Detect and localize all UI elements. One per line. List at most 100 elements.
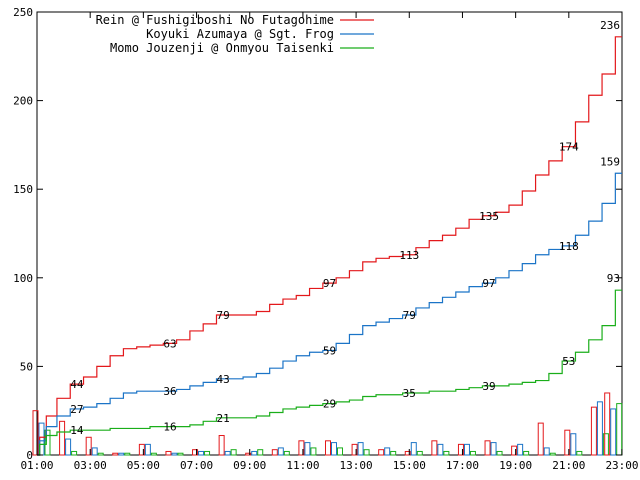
data-label: 97 <box>482 277 495 290</box>
histogram-bar <box>198 450 205 456</box>
data-label: 14 <box>70 424 84 437</box>
histogram-bar <box>437 443 444 456</box>
histogram-bar <box>517 443 524 456</box>
histogram-bar <box>523 450 530 456</box>
histogram-bar <box>251 450 258 456</box>
histogram-bar <box>257 449 264 456</box>
data-label: 27 <box>70 403 83 416</box>
data-label: 21 <box>217 412 230 425</box>
y-tick-label: 100 <box>13 272 33 285</box>
x-tick-label: 01:00 <box>20 459 53 472</box>
histogram-bar <box>325 440 331 456</box>
data-label: 39 <box>482 380 495 393</box>
x-tick-label: 21:00 <box>552 459 585 472</box>
histogram-bar <box>610 408 617 456</box>
data-label: 79 <box>403 309 416 322</box>
histogram-bar <box>576 450 583 456</box>
histogram-bar <box>71 450 78 456</box>
histogram-bar <box>484 440 491 456</box>
histogram-bar <box>204 450 211 456</box>
legend-label: Koyuki Azumaya @ Sgt. Frog <box>146 27 334 41</box>
histogram-bar <box>271 449 278 456</box>
histogram-bar <box>150 452 157 456</box>
histogram-bar <box>390 450 397 456</box>
data-label: 59 <box>323 344 336 357</box>
histogram-bar <box>596 401 603 456</box>
data-label: 174 <box>559 141 579 154</box>
histogram-bar <box>431 440 438 456</box>
histogram-bar <box>469 450 476 456</box>
line-layer <box>37 36 622 456</box>
data-label: 135 <box>479 210 499 223</box>
histogram-bar <box>59 420 66 456</box>
histogram-bar <box>537 422 544 456</box>
x-tick-label: 07:00 <box>180 459 213 472</box>
histogram-bar <box>192 449 199 456</box>
histogram-bar <box>564 429 571 456</box>
data-label: 63 <box>163 337 176 350</box>
plot-area <box>36 11 623 456</box>
histogram-bar <box>404 450 411 456</box>
x-tick-label: 17:00 <box>446 459 479 472</box>
histogram-bar <box>337 447 343 456</box>
histogram-bar <box>85 436 92 456</box>
histogram-bar <box>410 442 417 456</box>
y-tick-label: 0 <box>26 449 33 462</box>
data-label: 236 <box>600 19 620 32</box>
y-tick-label: 250 <box>13 6 33 19</box>
histogram-bar <box>384 447 391 456</box>
data-label: 53 <box>562 355 575 368</box>
series-line <box>37 172 622 456</box>
y-tick-label: 50 <box>20 360 33 373</box>
data-label: 97 <box>323 277 336 290</box>
histogram-bar <box>298 440 305 456</box>
legend-label: Momo Jouzenji @ Onmyou Taisenki <box>110 41 334 55</box>
histogram-bar <box>378 449 385 456</box>
histogram-bar <box>363 449 370 456</box>
series-line <box>37 36 622 456</box>
histogram-bar <box>44 429 51 456</box>
axes-layer: 0 50 100 150 200 250 01:00 03:00 05:00 07:00 09:00… <box>13 6 638 472</box>
legend-label: Rein @ Fushigiboshi No Futagohime <box>96 13 334 27</box>
histogram-bar <box>357 442 364 456</box>
data-label: 113 <box>399 249 419 262</box>
histogram-bar <box>177 452 184 456</box>
data-label: 79 <box>217 309 230 322</box>
histogram-bar <box>490 442 497 456</box>
data-label-layer: 44 63 79 97 113 135 174 236 27 36 43 59 79 97 118 159 14… <box>70 19 620 437</box>
x-tick-label: 13:00 <box>340 459 373 472</box>
histogram-bar <box>144 443 151 456</box>
histogram-bar <box>118 452 125 456</box>
histogram-bar <box>511 445 518 456</box>
data-label: 118 <box>559 240 579 253</box>
histogram-bar <box>570 433 577 456</box>
series-line <box>37 289 622 456</box>
data-label: 44 <box>70 378 84 391</box>
histogram-bar <box>457 443 464 456</box>
histogram-bar <box>218 435 225 456</box>
histogram-bar <box>416 450 423 456</box>
histogram-bar <box>224 450 231 456</box>
histogram-bar <box>463 443 470 456</box>
histogram-bar <box>351 443 358 456</box>
histogram-bar <box>138 443 145 456</box>
data-label: 36 <box>163 385 176 398</box>
histogram-bar <box>230 449 237 456</box>
data-label: 29 <box>323 398 336 411</box>
histogram-bar <box>245 452 252 456</box>
x-tick-label: 15:00 <box>393 459 426 472</box>
y-tick-label: 150 <box>13 183 33 196</box>
histogram-bar <box>310 447 317 456</box>
x-tick-label: 05:00 <box>127 459 160 472</box>
data-label: 93 <box>607 272 620 285</box>
histogram-bar <box>496 450 503 456</box>
histogram-bar <box>171 452 178 456</box>
x-tick-label: 11:00 <box>286 459 319 472</box>
legend: Rein @ Fushigiboshi No FutagohimeKoyuki … <box>96 13 374 55</box>
histogram-bar <box>65 438 72 456</box>
histogram-bar <box>97 452 104 456</box>
histogram-bar <box>590 406 597 456</box>
x-tick-label: 23:00 <box>605 459 638 472</box>
histogram-bar <box>277 447 284 456</box>
